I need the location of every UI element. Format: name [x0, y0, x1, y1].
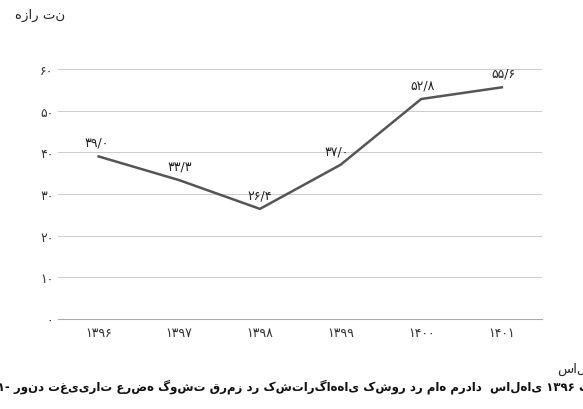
Text: ۳۷/۰: ۳۷/۰ — [324, 145, 349, 158]
Text: سال: سال — [557, 362, 583, 375]
Text: شکل ۱- روند تغییرات عرضه گوشت قرمز در کشتارگاه‌های کشور در ماه مرداد  سال‌های ۱۳: شکل ۱- روند تغییرات عرضه گوشت قرمز در کش… — [0, 378, 583, 393]
Text: ۳۹/۰: ۳۹/۰ — [85, 137, 109, 150]
Text: ۵۲/۸: ۵۲/۸ — [410, 79, 435, 92]
Text: ۲۶/۴: ۲۶/۴ — [248, 189, 272, 202]
Text: ۵۵/۶: ۵۵/۶ — [491, 67, 515, 81]
Text: ۳۳/۳: ۳۳/۳ — [167, 160, 192, 173]
Text: هزار تن: هزار تن — [15, 9, 65, 22]
